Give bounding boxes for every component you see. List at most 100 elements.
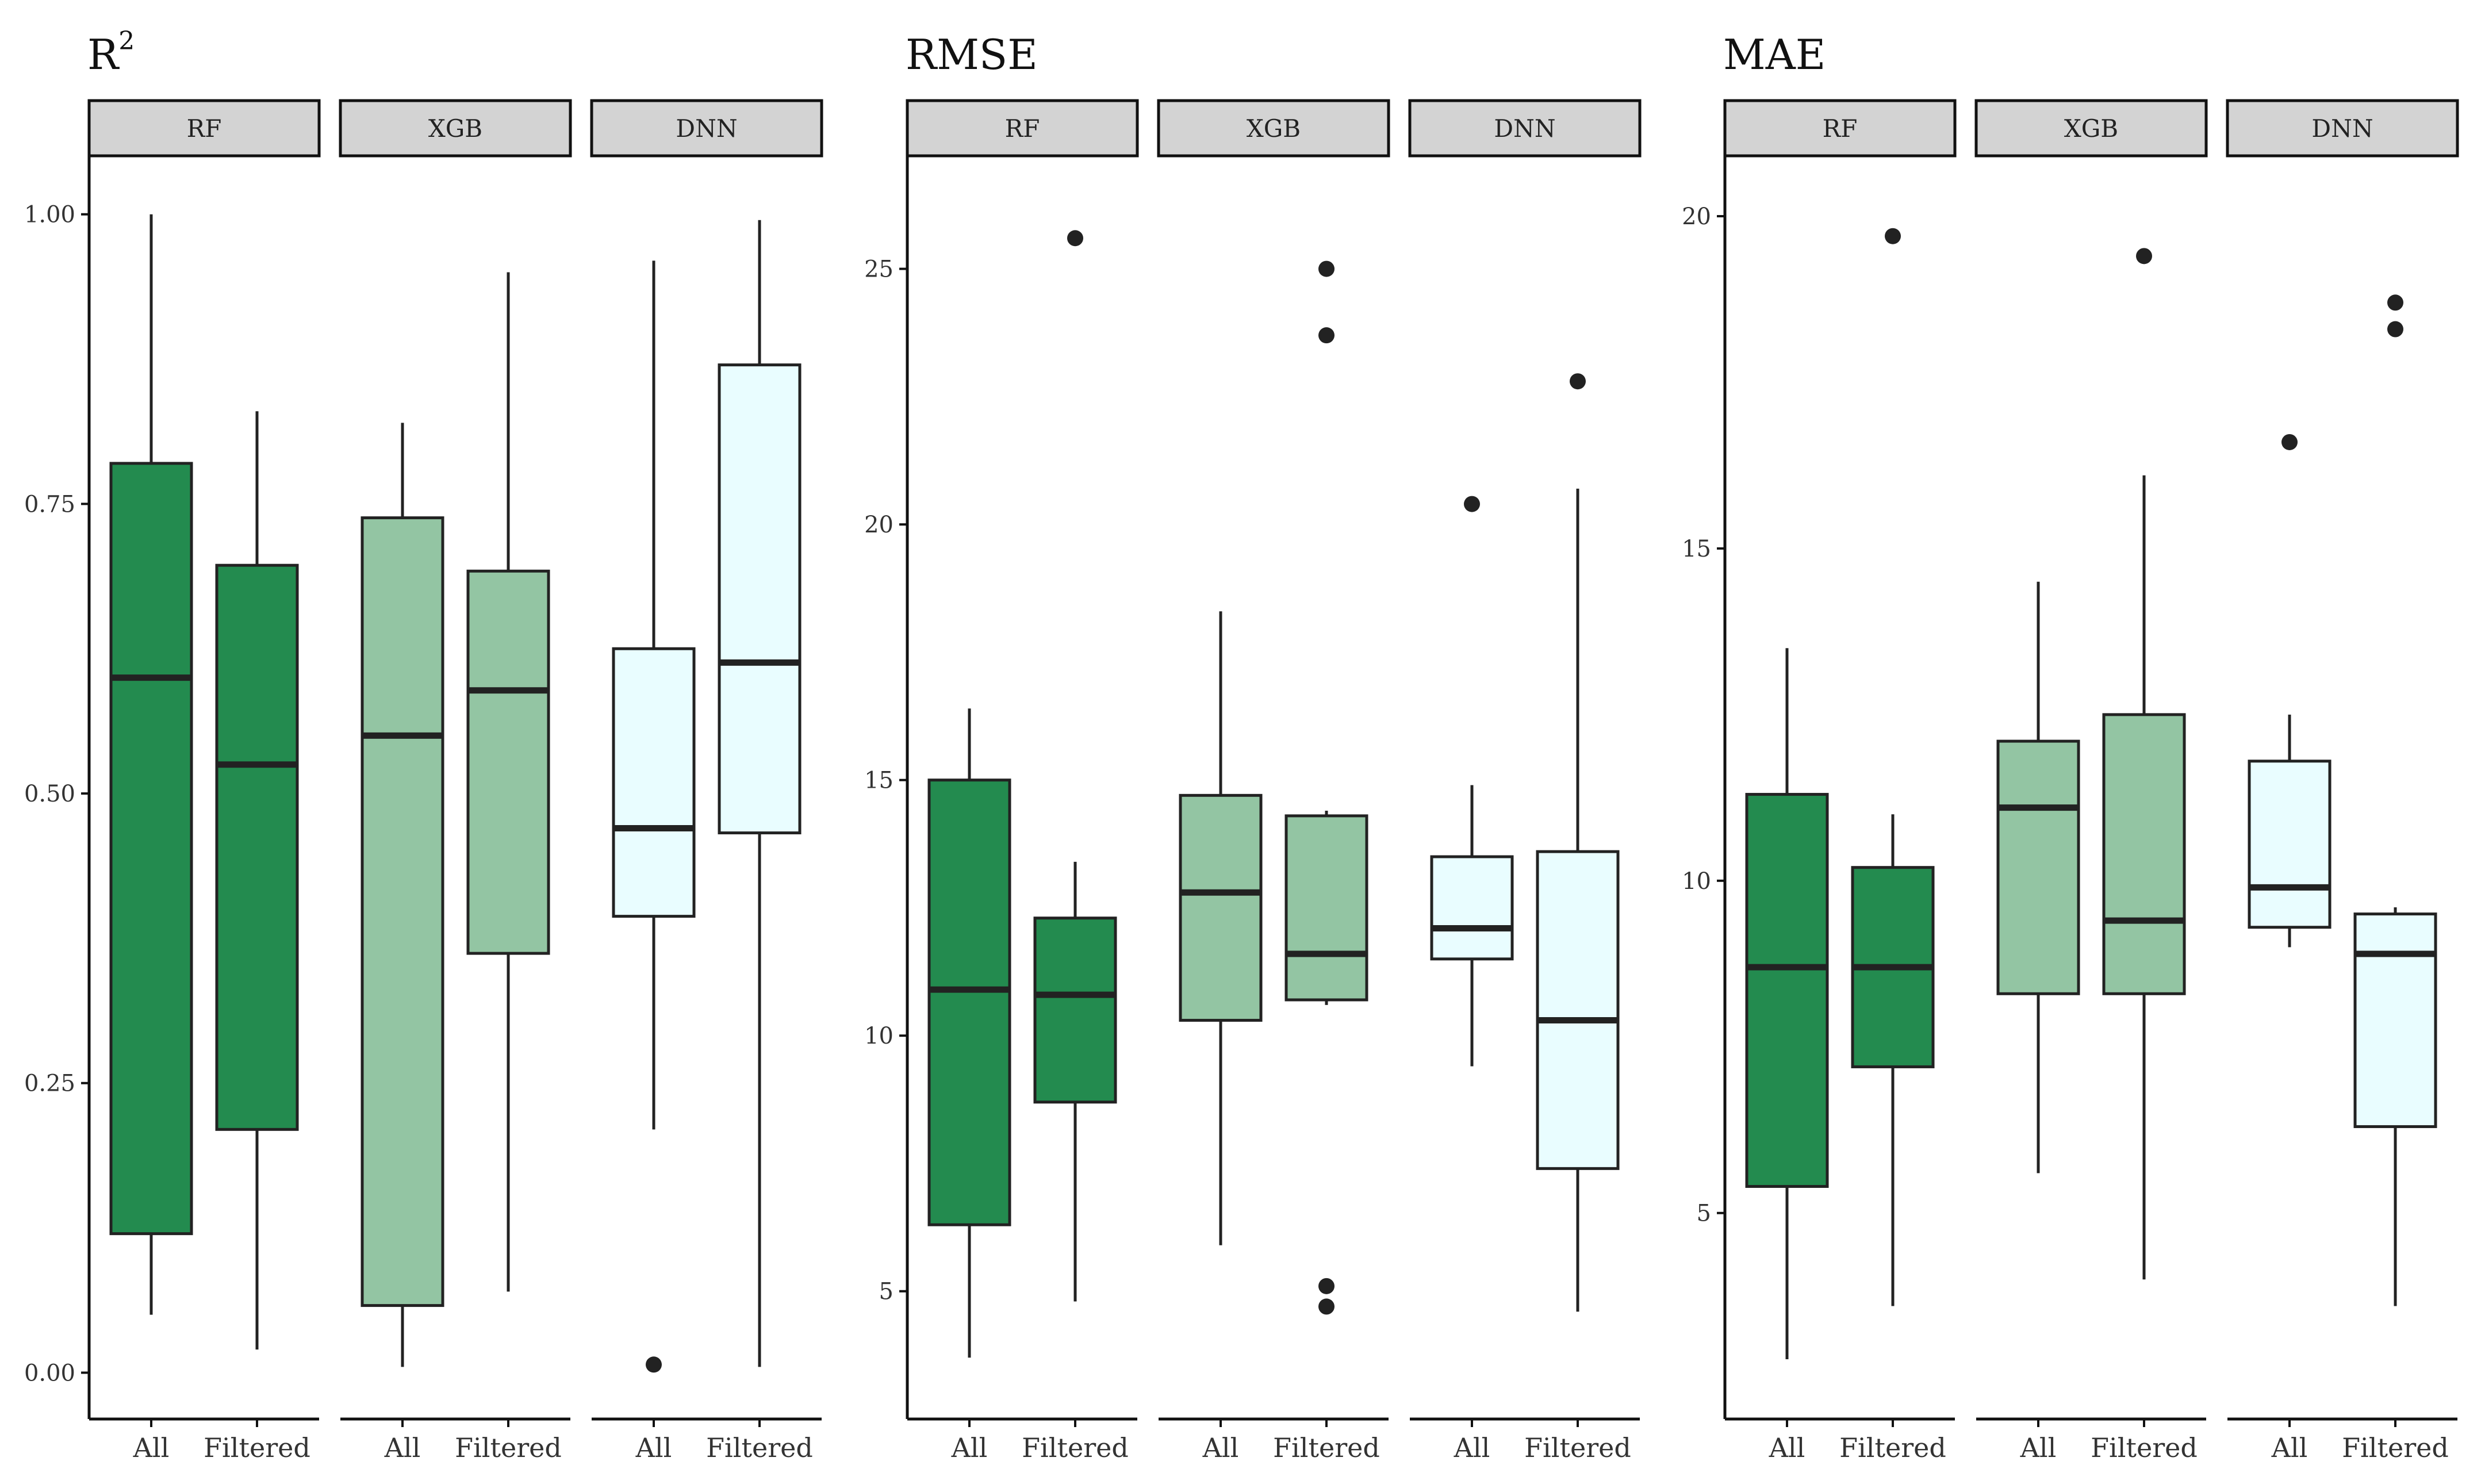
x-tick-label: All [1454, 1432, 1490, 1463]
x-tick-label: All [951, 1432, 988, 1463]
iqr-box [1430, 855, 1514, 961]
facet-strip-label: XGB [1247, 114, 1301, 143]
x-tick-label: All [384, 1432, 421, 1463]
outlier-point [2387, 321, 2403, 338]
y-tick-label: 5 [1697, 1201, 1711, 1227]
y-tick-label: 10 [864, 1023, 894, 1049]
x-tick-label: All [1202, 1432, 1239, 1463]
facet-strip [1723, 99, 1957, 158]
y-tick-label: 15 [864, 768, 894, 794]
box-rf-filtered: Filtered [204, 411, 310, 1463]
box-xgb-all: All [1179, 611, 1263, 1463]
y-tick-label: 1.00 [24, 202, 75, 228]
y-tick-label: 20 [1682, 204, 1711, 230]
facet-xgb: XGB All Filtered [339, 99, 572, 1463]
outlier-point [1464, 496, 1480, 512]
x-tick-label: Filtered [2342, 1432, 2449, 1463]
iqr-box [215, 563, 299, 1131]
iqr-box [1536, 850, 1620, 1170]
facet-strip [1157, 99, 1390, 158]
facet-rf: RF All Filtered [1723, 99, 1957, 1463]
box-dnn-all: All [612, 260, 696, 1463]
y-tick-label: 5 [879, 1279, 894, 1305]
panel-title: RMSE [906, 30, 1038, 79]
box-rf-filtered: Filtered [1022, 230, 1129, 1463]
x-tick-label: Filtered [455, 1432, 562, 1463]
x-tick-label: All [635, 1432, 672, 1463]
facet-dnn: DNN All Filtered [1408, 99, 1642, 1463]
panel-r2: R2 0.00 0.25 0.50 0.75 1.00 RF All Filtered XGB Al… [24, 26, 823, 1463]
box-dnn-filtered: Filtered [2342, 294, 2449, 1463]
facet-strip [590, 99, 823, 158]
facet-strip [2226, 99, 2459, 158]
y-tick-label: 0.75 [24, 491, 75, 517]
y-tick-label: 25 [864, 256, 894, 283]
outlier-point [1885, 228, 1901, 244]
y-tick-label: 10 [1682, 868, 1711, 895]
outlier-point [2387, 294, 2403, 311]
iqr-box [1284, 814, 1368, 1002]
box-dnn-filtered: Filtered [706, 220, 813, 1463]
facet-strip-label: DNN [1494, 114, 1555, 143]
box-rf-filtered: Filtered [1839, 228, 1946, 1463]
box-dnn-filtered: Filtered [1524, 373, 1631, 1463]
iqr-box [2248, 760, 2332, 929]
facet-strip [1408, 99, 1642, 158]
x-tick-label: Filtered [1273, 1432, 1380, 1463]
facet-xgb: XGB All Filtered [1974, 99, 2208, 1463]
box-xgb-all: All [361, 423, 444, 1463]
iqr-box [1179, 793, 1263, 1022]
box-xgb-filtered: Filtered [2091, 248, 2198, 1463]
iqr-box [2353, 912, 2437, 1128]
iqr-box [1745, 793, 1829, 1188]
iqr-box [2102, 713, 2186, 995]
box-rf-all: All [1745, 648, 1829, 1463]
x-tick-label: All [2020, 1432, 2057, 1463]
x-tick-label: All [1769, 1432, 1805, 1463]
iqr-box [361, 516, 444, 1307]
facet-rf: RF All Filtered [87, 99, 321, 1463]
y-tick-label: 0.25 [24, 1071, 75, 1097]
iqr-box [1033, 917, 1117, 1104]
facet-rf: RF All Filtered [906, 99, 1139, 1463]
facet-strip [339, 99, 572, 158]
facet-strip [1974, 99, 2208, 158]
x-tick-label: All [133, 1432, 170, 1463]
outlier-point [1318, 1278, 1335, 1294]
box-dnn-all: All [2248, 434, 2332, 1463]
facet-strip-label: DNN [676, 114, 737, 143]
iqr-box [109, 462, 193, 1236]
box-xgb-filtered: Filtered [455, 272, 562, 1463]
y-tick-label: 15 [1682, 536, 1711, 562]
facet-strip [87, 99, 321, 158]
outlier-point [1318, 260, 1335, 277]
outlier-point [2136, 248, 2152, 264]
facet-xgb: XGB All Filtered [1157, 99, 1390, 1463]
box-xgb-all: All [1996, 581, 2080, 1463]
iqr-box [1996, 739, 2080, 995]
facet-strip-label: DNN [2311, 114, 2373, 143]
x-tick-label: All [2271, 1432, 2308, 1463]
panel-title: R2 [87, 26, 135, 79]
facet-strip-label: RF [187, 114, 222, 143]
x-tick-label: Filtered [706, 1432, 813, 1463]
iqr-box [612, 647, 696, 918]
facet-strip [906, 99, 1139, 158]
box-rf-all: All [927, 708, 1011, 1463]
facet-dnn: DNN All Filtered [2226, 99, 2459, 1463]
x-tick-label: Filtered [2091, 1432, 2198, 1463]
y-tick-label: 0.50 [24, 781, 75, 807]
facet-strip-label: RF [1823, 114, 1858, 143]
y-tick-label: 0.00 [24, 1360, 75, 1386]
box-xgb-filtered: Filtered [1273, 260, 1380, 1463]
y-tick-label: 20 [864, 512, 894, 538]
facet-strip-label: RF [1005, 114, 1040, 143]
outlier-point [1318, 327, 1335, 344]
outlier-point [1067, 230, 1083, 247]
panel-rmse: RMSE 5 10 15 20 25 RF All Filtered XGB All Filtered… [864, 30, 1642, 1463]
x-tick-label: Filtered [1839, 1432, 1946, 1463]
outlier-point [1570, 373, 1586, 390]
panel-title: MAE [1723, 30, 1826, 79]
